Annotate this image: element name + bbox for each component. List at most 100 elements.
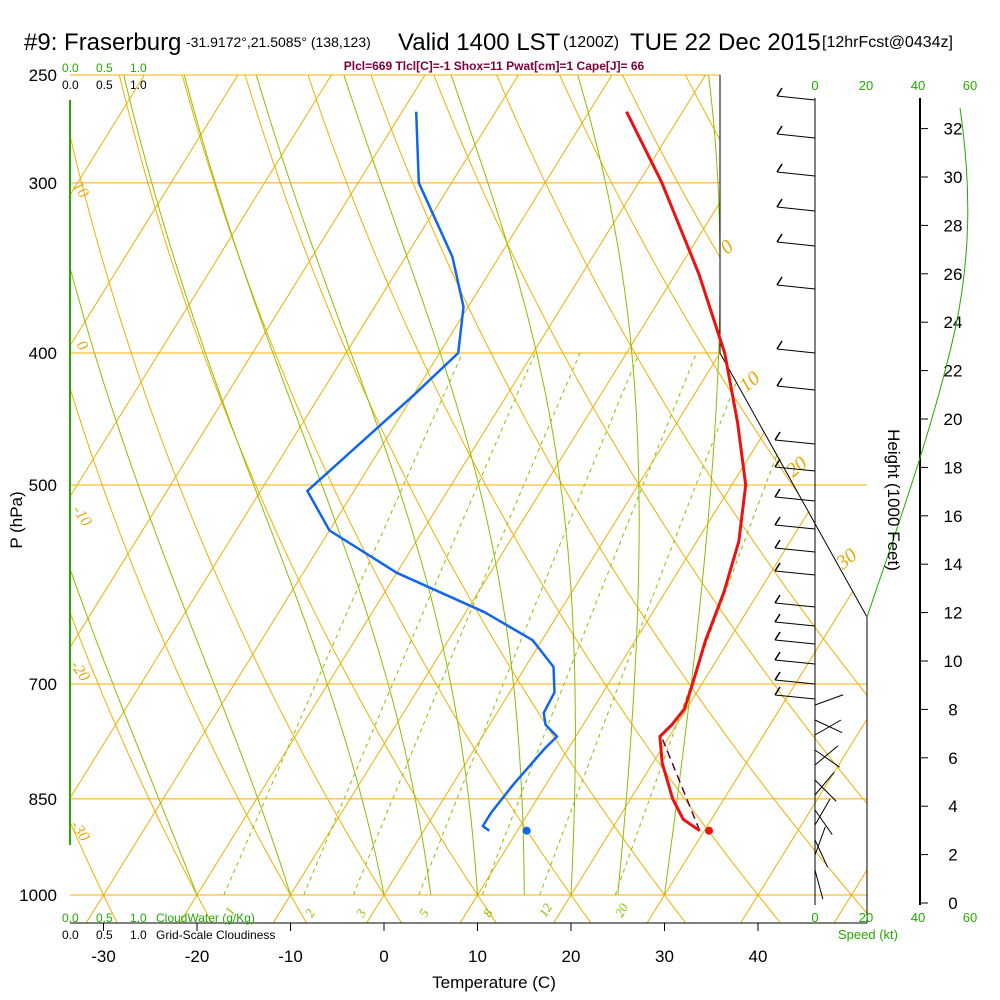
- svg-text:0.0: 0.0: [62, 78, 79, 92]
- pressure-tick-label: 300: [29, 174, 57, 193]
- cloudwater-label: CloudWater (g/Kg): [156, 911, 255, 925]
- speed-tick-top-40: 40: [911, 78, 925, 93]
- svg-text:20: 20: [612, 900, 632, 919]
- wind-barb: [774, 439, 816, 445]
- svg-text:20: 20: [782, 452, 811, 482]
- isotherm-line: [365, 75, 867, 923]
- wind-barb-flag: [776, 340, 783, 350]
- mixing-ratio-line: [223, 352, 463, 896]
- svg-text:3: 3: [352, 906, 369, 920]
- moist-adiabat-line: [570, 75, 640, 896]
- height-tick-label: 32: [944, 120, 963, 139]
- dewpoint-profile-line: [306, 111, 559, 832]
- dry-adiabat-line: [113, 75, 498, 923]
- mixing-ratio-labels: 1 2 3 5 8 12 20: [222, 900, 632, 920]
- isotherm-line: [646, 75, 867, 923]
- wind-barb: [776, 284, 816, 290]
- moist-adiabat-grid: [70, 75, 721, 896]
- moist-adiabat-line: [177, 75, 432, 896]
- svg-text:1.0: 1.0: [130, 911, 147, 925]
- height-axis-label: Height (1000 Feet): [884, 429, 903, 571]
- svg-text:30: 30: [831, 544, 861, 574]
- wind-barb-flag: [774, 613, 781, 623]
- wind-barb-low: [814, 745, 839, 766]
- wind-barb-flag: [774, 651, 781, 661]
- valid-time: Valid 1400 LST: [398, 29, 561, 56]
- isotherm-line: [70, 75, 441, 923]
- height-tick-label: 10: [944, 652, 963, 671]
- wind-barb-flag: [774, 631, 781, 641]
- wind-panel: 0 20 40 60 0 20 40 60 Speed (kt): [774, 78, 977, 942]
- moist-adiabat-line: [117, 75, 385, 896]
- isotherm-line: [739, 75, 867, 923]
- valid-utc: (1200Z): [563, 34, 619, 51]
- wind-barb-flag: [776, 276, 783, 286]
- height-curve: [866, 107, 969, 618]
- dry-adiabat-line: [548, 75, 867, 923]
- wind-barb: [774, 466, 816, 472]
- speed-tick-top-60: 60: [963, 78, 977, 93]
- surface-dewpoint-marker: [522, 826, 531, 835]
- mixing-ratio-line: [481, 352, 697, 896]
- wind-barb: [774, 570, 816, 576]
- height-tick-label: 14: [944, 555, 963, 574]
- temperature-tick-label: 30: [655, 947, 674, 966]
- moist-adiabat-line: [248, 75, 478, 896]
- isotherm-line: [927, 51, 1000, 924]
- dry-adiabat-line: [984, 51, 1000, 924]
- valid-date: TUE 22 Dec 2015: [630, 29, 821, 56]
- svg-text:0.0: 0.0: [62, 928, 79, 942]
- height-tick-label: 18: [944, 458, 963, 477]
- isotherm-line: [70, 75, 347, 923]
- speed-tick-bottom-60: 60: [963, 910, 977, 925]
- height-tick-label: 26: [944, 265, 963, 284]
- mixing-ratio-line: [539, 352, 749, 896]
- dry-adiabat-line: [175, 75, 593, 923]
- temperature-tick-label: -20: [185, 947, 210, 966]
- wind-barb-flag: [774, 539, 781, 549]
- height-tick-label: 2: [948, 846, 957, 865]
- wind-barb-low: [814, 771, 835, 796]
- mixing-ratio-line: [352, 352, 581, 896]
- parcel-path-line: [662, 739, 701, 831]
- temperature-tick-label: 0: [379, 947, 388, 966]
- isobar-grid: [70, 74, 867, 896]
- wind-barb-flag: [774, 686, 781, 696]
- x-axis-label: Temperature (C): [432, 973, 556, 992]
- svg-text:5: 5: [416, 906, 432, 920]
- mixing-ratio-grid: [223, 352, 817, 896]
- y-axis-label: P (hPa): [7, 491, 26, 548]
- cloudwater-scale-bottom: 0.0 0.5 1.0 CloudWater (g/Kg) 0.0 0.5 1.…: [62, 911, 275, 942]
- dry-adiabat-line: [424, 75, 867, 923]
- temperature-tick-label: -10: [278, 947, 303, 966]
- wind-barb: [774, 621, 816, 627]
- height-tick-label: 22: [944, 362, 963, 381]
- svg-text:10: 10: [69, 179, 92, 202]
- wind-barb-low: [814, 749, 840, 768]
- surface-temperature-marker: [705, 826, 714, 835]
- moist-adiabat-line: [442, 75, 576, 896]
- height-tick-label: 28: [944, 216, 963, 235]
- wind-barb-low: [814, 839, 829, 868]
- wind-barb-flag: [774, 671, 781, 681]
- height-tick-label: 24: [944, 313, 963, 332]
- forecast-tag: [12hrFcst@0434z]: [822, 34, 953, 51]
- wind-barb: [774, 639, 816, 645]
- wind-barb-flag: [776, 125, 783, 135]
- wind-barb: [774, 547, 816, 553]
- wind-barb-low: [814, 826, 826, 856]
- pressure-tick-label: 850: [29, 790, 57, 809]
- svg-text:12: 12: [536, 900, 556, 919]
- svg-text:8: 8: [480, 906, 496, 920]
- dry-adiabat-line: [70, 75, 308, 923]
- dry-adiabat-line: [237, 75, 687, 923]
- wind-barb-flag: [776, 377, 783, 387]
- moist-adiabat-line: [70, 75, 198, 896]
- temperature-tick-label: 20: [562, 947, 581, 966]
- svg-text:-10: -10: [69, 503, 95, 530]
- moist-adiabat-line: [664, 75, 721, 896]
- wind-barb: [776, 385, 816, 391]
- temperature-tick-label: -30: [91, 947, 116, 966]
- speed-tick-bottom-20: 20: [859, 910, 873, 925]
